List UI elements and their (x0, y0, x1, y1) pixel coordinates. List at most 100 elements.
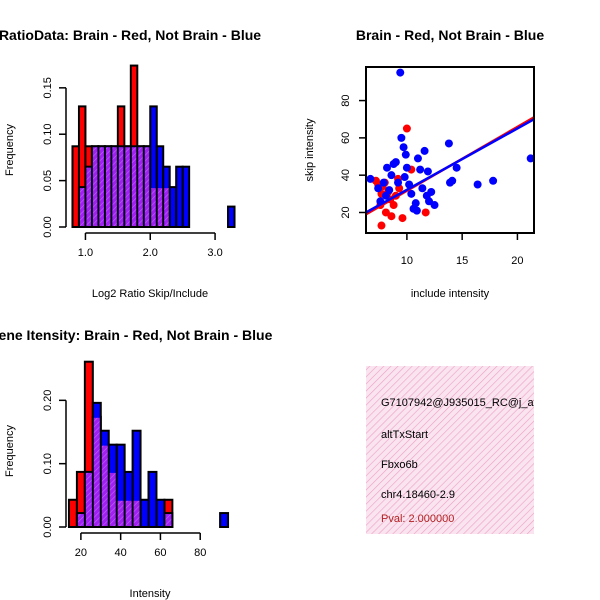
scatter-point-brain (402, 124, 411, 133)
scatter-point-not-brain (407, 189, 416, 198)
intensity-bar-overlap (85, 472, 92, 526)
intensity-bar-overlap (165, 514, 172, 526)
intensity-ylabel: Frequency (4, 425, 16, 477)
intensity-x-tick-label: 40 (115, 547, 127, 559)
ratio-bar-overlap (131, 147, 137, 226)
ratio-histogram-panel: RatioData: Brain - Red, Not Brain - Blue… (0, 27, 261, 300)
scatter-point-not-brain (400, 173, 409, 182)
intensity-bar-not-brain-9 (147, 470, 158, 528)
intensity-bar-not-brain-13 (219, 512, 230, 528)
intensity-bar-overlap (77, 514, 84, 526)
intensity-bar-not-brain-8 (139, 498, 150, 528)
scatter-x-tick-label: 20 (511, 255, 523, 267)
scatter-point-brain (421, 208, 430, 217)
ratio-xlabel: Log2 Ratio Skip/Include (92, 288, 208, 300)
intensity-bar-overlap (125, 500, 132, 526)
ratio-y-tick-label: 0.10 (42, 124, 54, 145)
info-panel: G7107942@J935015_RC@j_at altTxStart Fbxo… (366, 366, 537, 534)
scatter-point-not-brain (411, 199, 420, 208)
scatter-fit-line-blue (366, 118, 534, 214)
intensity-histogram-panel: Gene Itensity: Brain - Red, Not Brain - … (0, 327, 273, 600)
ratio-bar-overlap (92, 147, 98, 226)
intensity-bar-overlap (109, 472, 116, 526)
ratio-y-tick-label: 0.00 (42, 216, 54, 237)
ratio-ylabel: Frequency (4, 124, 16, 176)
ratio-y-tick-label: 0.15 (42, 77, 54, 98)
scatter-point-brain (389, 201, 398, 210)
scatter-point-not-brain (526, 154, 534, 163)
ratio-bar-overlap (125, 147, 130, 226)
intensity-y-tick-label: 0.10 (42, 453, 54, 474)
scatter-point-not-brain (379, 178, 388, 187)
scatter-point-brain (377, 221, 386, 230)
scatter-point-not-brain (397, 133, 406, 142)
scatter-ylabel: skip intensity (304, 118, 316, 181)
intensity-xlabel: Intensity (130, 588, 171, 600)
scatter-point-not-brain (413, 154, 422, 163)
gene-symbol: Fbxo6b (381, 459, 418, 471)
ratio-x-tick-label: 2.0 (143, 247, 158, 259)
location: chr4.18460-2.9 (381, 489, 455, 501)
scatter-point-not-brain (448, 176, 457, 185)
intensity-bar-overlap (101, 445, 108, 526)
scatter-point-not-brain (399, 143, 408, 152)
scatter-point-not-brain (383, 163, 391, 172)
ratio-bar-overlap (105, 147, 111, 226)
scatter-point-not-brain (374, 184, 383, 193)
intensity-bar-brain-0 (67, 498, 78, 528)
ratio-x-tick-label: 1.0 (78, 247, 93, 259)
intensity-x-tick-label: 80 (194, 547, 206, 559)
scatter-point-not-brain (423, 167, 432, 176)
scatter-point-not-brain (394, 178, 403, 187)
ratio-bar-not-brain-18 (227, 205, 236, 228)
intensity-y-tick-label: 0.20 (42, 390, 54, 411)
ratio-bar-overlap (112, 147, 117, 226)
scatter-point-not-brain (387, 171, 396, 180)
scatter-point-not-brain (366, 174, 375, 183)
scatter-point-not-brain (391, 158, 400, 167)
scatter-point-not-brain (418, 184, 427, 193)
scatter-y-tick-label: 60 (340, 132, 352, 144)
ratio-bar-not-brain-16 (181, 165, 191, 228)
scatter-point-brain (398, 214, 407, 223)
ratio-x-tick-label: 3.0 (207, 247, 222, 259)
scatter-point-not-brain (427, 187, 436, 196)
scatter-x-tick-label: 15 (456, 255, 468, 267)
event-type: altTxStart (381, 429, 428, 441)
scatter-x-tick-label: 10 (401, 255, 413, 267)
ratio-bar-overlap (99, 147, 104, 226)
scatter-point-not-brain (452, 163, 461, 172)
intensity-x-tick-label: 20 (75, 547, 87, 559)
pval-text: Pval: 2.000000 (381, 513, 454, 525)
ratio-y-tick-label: 0.05 (42, 170, 54, 191)
scatter-point-not-brain (430, 201, 439, 210)
scatter-point-not-brain (412, 206, 421, 215)
ratio-bar-overlap (144, 147, 150, 226)
gene-id: G7107942@J935015_RC@j_at (381, 397, 537, 409)
scatter-point-not-brain (416, 165, 425, 174)
intensity-y-tick-label: 0.00 (42, 516, 54, 537)
scatter-point-not-brain (402, 163, 411, 172)
scatter-y-tick-label: 20 (340, 206, 352, 218)
intensity-bar-overlap (117, 500, 124, 526)
ratio-bar-overlap (164, 188, 169, 226)
scatter-point-not-brain (489, 176, 498, 185)
ratio-bar-overlap (118, 147, 124, 226)
intensity-bar-overlap (93, 417, 100, 526)
scatter-point-not-brain (420, 146, 429, 155)
scatter-point-not-brain (396, 68, 405, 77)
scatter-point-not-brain (444, 139, 453, 148)
intensity-title: Gene Itensity: Brain - Red, Not Brain - … (0, 327, 273, 343)
scatter-box (365, 66, 535, 234)
ratio-title: RatioData: Brain - Red, Not Brain - Blue (0, 27, 261, 43)
intensity-bar-not-brain-10 (155, 498, 166, 528)
ratio-bar-overlap (79, 188, 85, 226)
ratio-bar-overlap (157, 188, 163, 226)
scatter-xlabel: include intensity (411, 288, 490, 300)
scatter-point-not-brain (473, 180, 482, 189)
ratio-bar-overlap (86, 167, 91, 226)
intensity-x-tick-label: 60 (154, 547, 166, 559)
scatter-point-brain (381, 208, 390, 217)
info-background (366, 366, 534, 534)
